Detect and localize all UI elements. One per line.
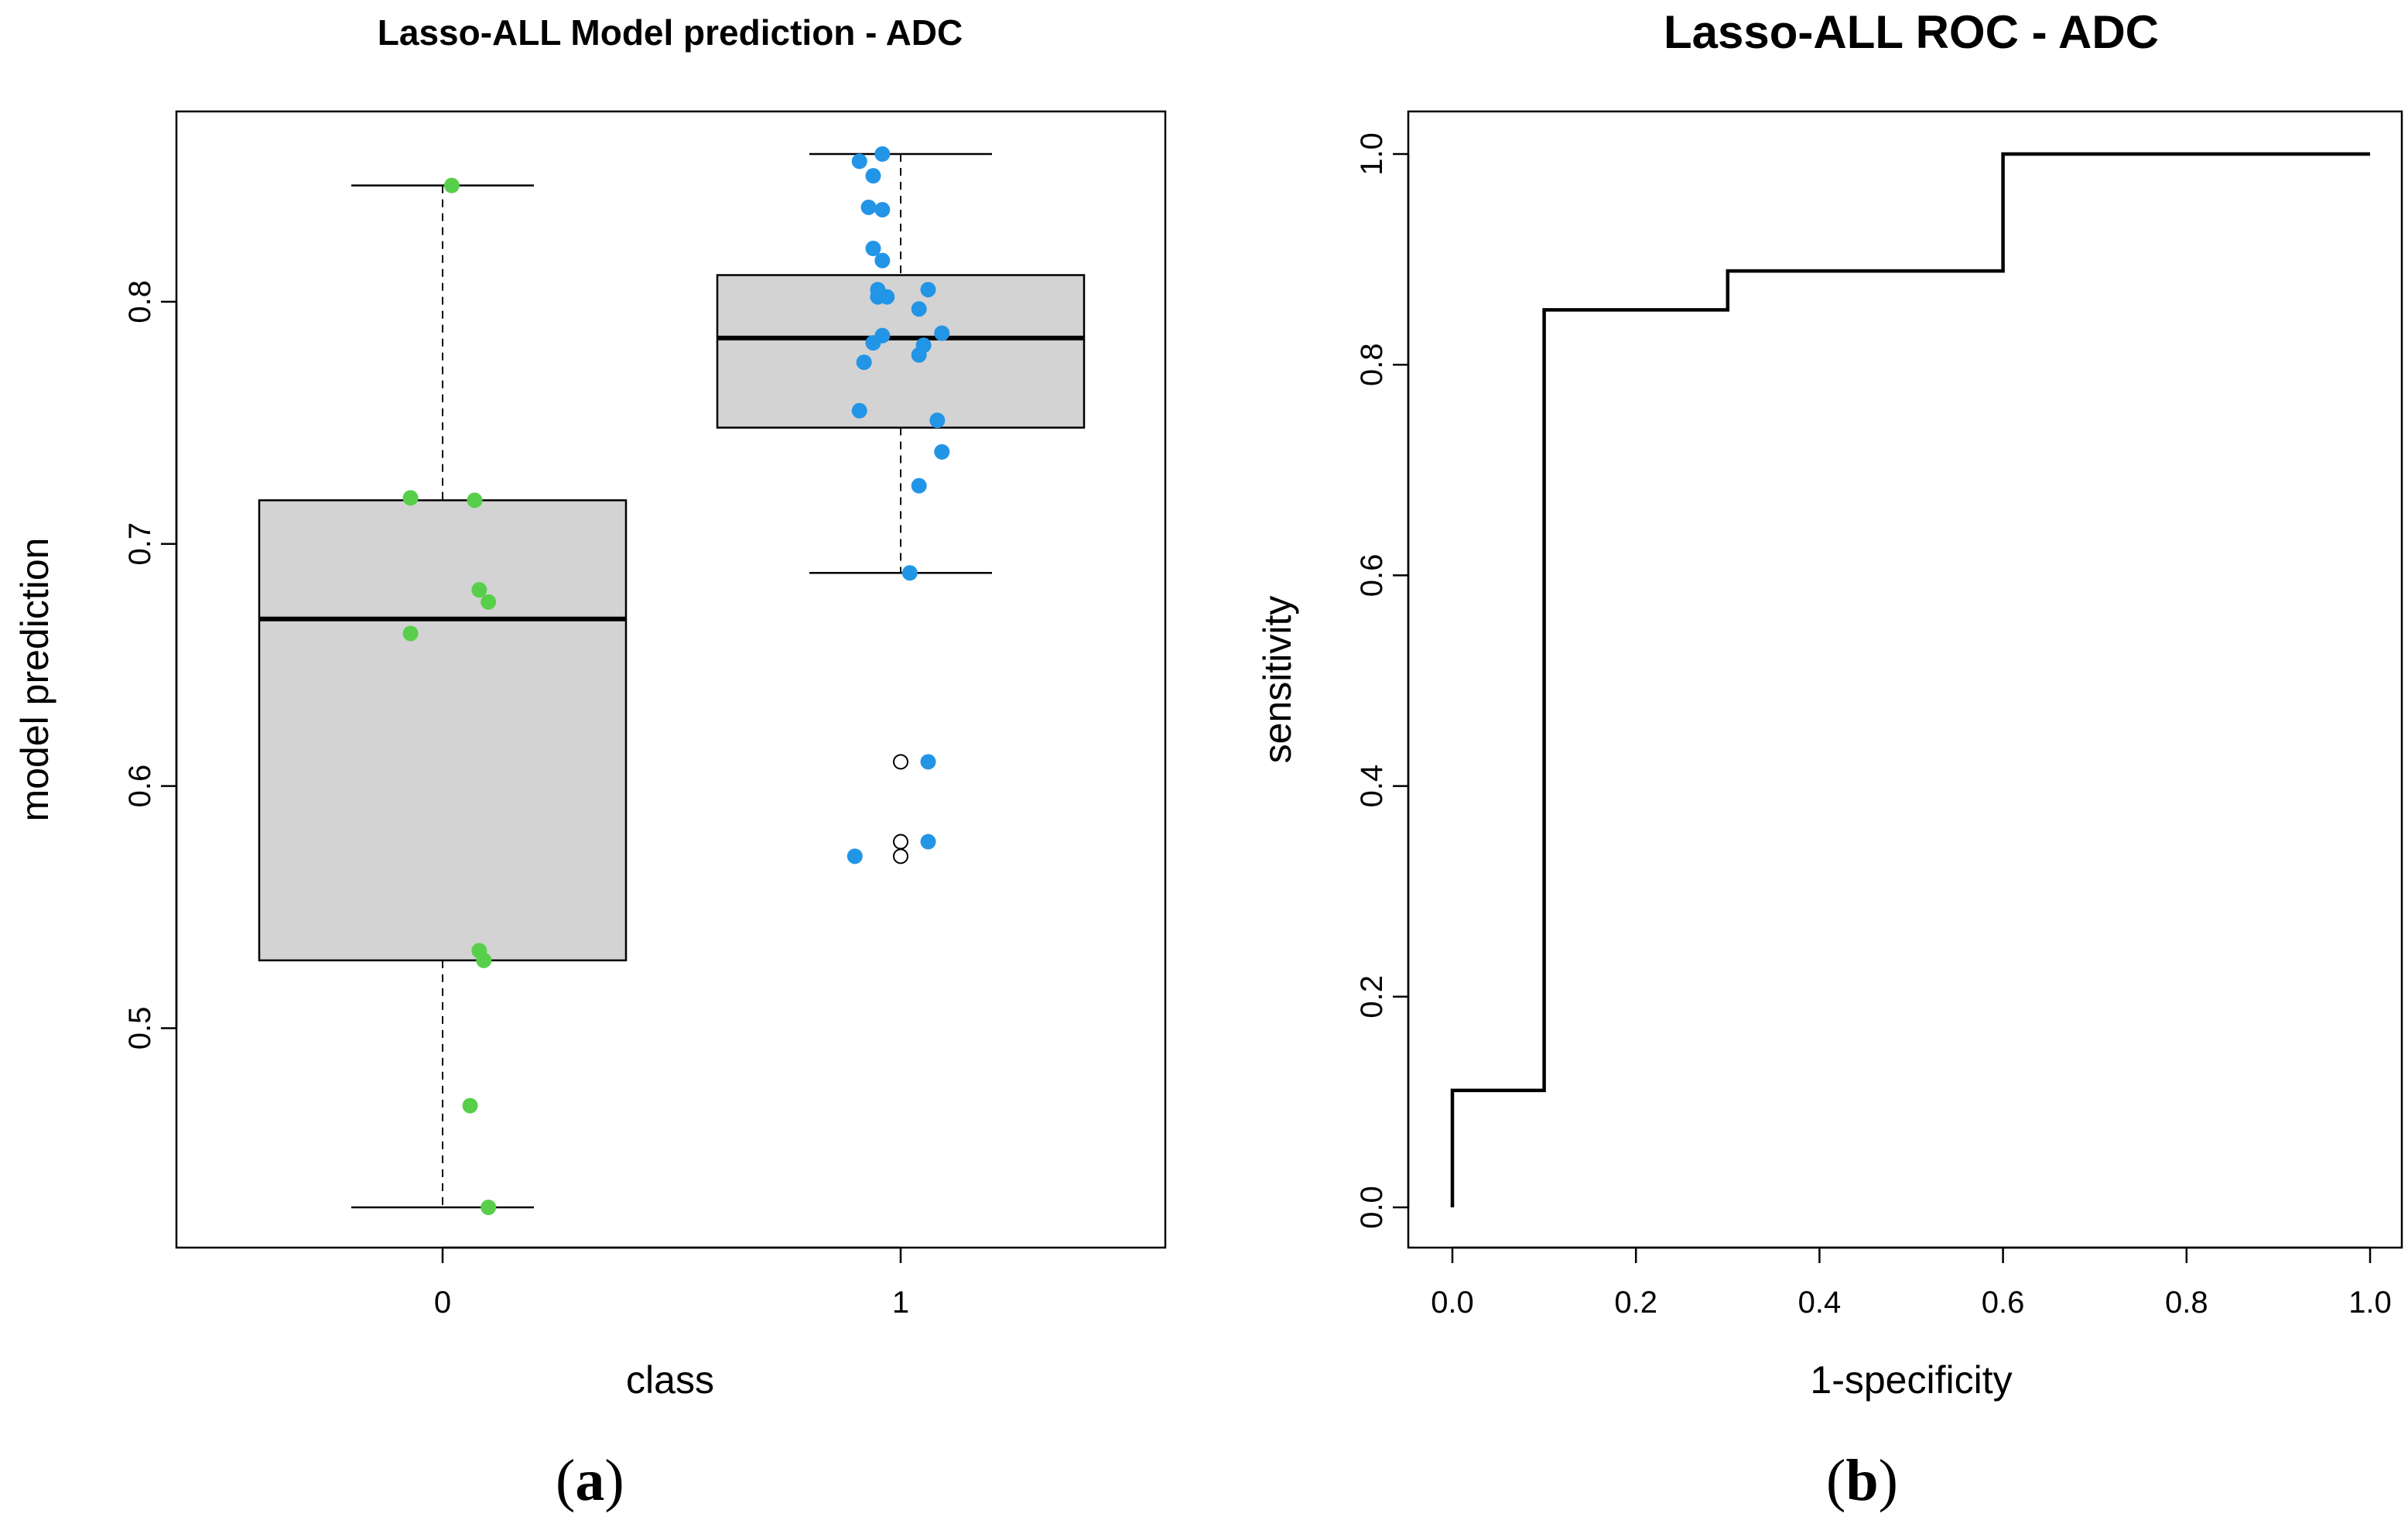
x-tick-label: 0.6 (1982, 1286, 2025, 1320)
roc-x-axis: 0.0 0.2 0.4 0.6 0.8 1.0 (1431, 1246, 2392, 1320)
data-point-class-1 (874, 252, 891, 269)
x-tick-label: 0.0 (1431, 1286, 1474, 1320)
data-point-class-1 (911, 347, 927, 363)
y-tick-label: 0.6 (1355, 554, 1389, 597)
data-point-class-1 (911, 478, 927, 494)
data-point-class-0 (443, 177, 460, 193)
data-point-class-1 (874, 201, 891, 217)
data-point-class-1 (865, 168, 881, 184)
data-point-class-1 (911, 301, 927, 317)
boxplot-boxes (258, 152, 1086, 1209)
box-iqr (716, 274, 1086, 429)
roc-series-line (1450, 152, 2370, 1207)
y-tick-label: 0.2 (1355, 975, 1389, 1019)
roc-y-label: sensitivity (1256, 596, 1299, 764)
y-tick-label: 0.0 (1355, 1186, 1389, 1229)
x-tick-label: 1.0 (2348, 1286, 2392, 1320)
data-point-class-0 (476, 952, 492, 968)
boxplot-y-label: model prediction (13, 538, 56, 822)
data-point-class-0 (402, 490, 419, 506)
y-tick-label: 0.8 (123, 280, 157, 324)
roc-curve (1450, 152, 2370, 1207)
y-tick-label: 0.6 (123, 765, 157, 808)
roc-panel: Lasso-ALL ROC - ADC 0.0 0.2 0.4 0.6 0.8 1.0 0… (1256, 6, 2403, 1402)
data-point-class-1 (929, 413, 946, 429)
data-point-class-0 (467, 492, 483, 508)
boxplot-x-label: class (626, 1358, 714, 1402)
roc-title: Lasso-ALL ROC - ADC (1664, 6, 2159, 58)
x-tick-label: 0 (434, 1286, 451, 1320)
boxplot-panel: Lasso-ALL Model prediction - ADC 0.50.60… (13, 12, 1167, 1402)
boxplot-points (402, 146, 950, 1215)
caption-b: (b) (1826, 1448, 1898, 1513)
data-point-class-1 (865, 241, 881, 257)
data-point-class-0 (402, 625, 419, 642)
data-point-class-1 (920, 834, 936, 850)
data-point-class-1 (847, 848, 863, 865)
y-tick-label: 0.4 (1355, 765, 1389, 808)
data-point-class-1 (860, 199, 877, 215)
y-tick-label: 0.7 (123, 522, 157, 566)
x-tick-label: 0.8 (2165, 1286, 2208, 1320)
box-iqr (258, 499, 628, 962)
data-point-class-0 (481, 1200, 497, 1215)
data-point-class-1 (920, 282, 936, 298)
outlier-point (893, 754, 908, 770)
boxplot-title: Lasso-ALL Model prediction - ADC (378, 12, 963, 53)
roc-x-label: 1-specificity (1810, 1358, 2012, 1402)
x-tick-label: 0.2 (1614, 1286, 1657, 1320)
y-tick-label: 1.0 (1355, 132, 1389, 176)
y-tick-label: 0.5 (123, 1007, 157, 1050)
data-point-class-1 (934, 325, 950, 341)
x-tick-label: 0.4 (1798, 1286, 1842, 1320)
data-point-class-1 (901, 565, 918, 581)
x-tick-label: 1 (892, 1286, 909, 1320)
roc-y-axis: 0.0 0.2 0.4 0.6 0.8 1.0 (1355, 132, 1410, 1229)
data-point-class-1 (874, 146, 891, 162)
outlier-point (893, 834, 908, 850)
data-point-class-1 (865, 335, 881, 351)
boxplot-y-axis: 0.5 0.6 0.7 0.8 (123, 280, 178, 1050)
y-tick-label: 0.8 (1355, 343, 1389, 386)
data-point-class-1 (920, 754, 936, 770)
data-point-class-1 (879, 289, 895, 305)
caption-a: (a) (556, 1448, 624, 1513)
outlier-point (893, 848, 908, 865)
roc-plot-frame (1407, 110, 2403, 1249)
data-point-class-1 (851, 153, 867, 169)
data-point-class-1 (856, 354, 872, 371)
data-point-class-1 (851, 402, 867, 419)
data-point-class-0 (471, 582, 487, 598)
data-point-class-1 (934, 443, 950, 460)
data-point-class-0 (481, 594, 497, 610)
data-point-class-0 (462, 1097, 478, 1114)
